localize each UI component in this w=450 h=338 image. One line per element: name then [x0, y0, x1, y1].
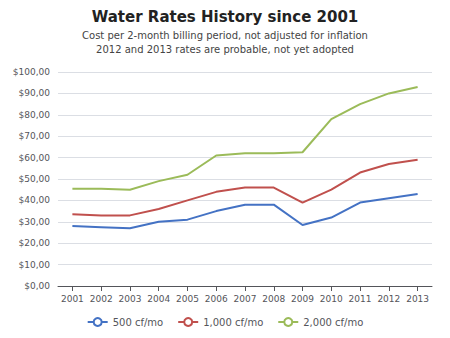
svg-text:2011: 2011: [349, 294, 372, 304]
svg-text:$80,00: $80,00: [19, 110, 51, 120]
svg-text:2003: 2003: [118, 294, 141, 304]
svg-text:500 cf/mo: 500 cf/mo: [113, 317, 164, 328]
svg-text:$0,00: $0,00: [24, 281, 50, 291]
svg-text:2013: 2013: [406, 294, 429, 304]
svg-text:2007: 2007: [234, 294, 257, 304]
svg-text:$40,00: $40,00: [19, 195, 51, 205]
svg-text:2010: 2010: [320, 294, 343, 304]
svg-text:2002: 2002: [90, 294, 113, 304]
svg-text:1,000 cf/mo: 1,000 cf/mo: [203, 317, 263, 328]
svg-text:$30,00: $30,00: [19, 217, 51, 227]
svg-text:$90,00: $90,00: [19, 88, 51, 98]
svg-text:$100,00: $100,00: [13, 67, 50, 77]
svg-text:2,000 cf/mo: 2,000 cf/mo: [303, 317, 363, 328]
svg-text:$60,00: $60,00: [19, 153, 51, 163]
svg-text:2001: 2001: [61, 294, 84, 304]
svg-text:2005: 2005: [176, 294, 199, 304]
svg-text:2008: 2008: [262, 294, 285, 304]
svg-text:2004: 2004: [147, 294, 170, 304]
svg-text:$10,00: $10,00: [19, 260, 51, 270]
svg-text:$20,00: $20,00: [19, 238, 51, 248]
svg-text:2012: 2012: [377, 294, 400, 304]
svg-text:2006: 2006: [205, 294, 228, 304]
svg-text:$70,00: $70,00: [19, 131, 51, 141]
svg-text:Water Rates History since 2001: Water Rates History since 2001: [92, 8, 359, 26]
svg-text:2009: 2009: [291, 294, 314, 304]
svg-text:Cost per 2-month billing perio: Cost per 2-month billing period, not adj…: [82, 30, 368, 41]
svg-text:2012 and 2013 rates are probab: 2012 and 2013 rates are probable, not ye…: [96, 44, 354, 55]
svg-text:$50,00: $50,00: [19, 174, 51, 184]
